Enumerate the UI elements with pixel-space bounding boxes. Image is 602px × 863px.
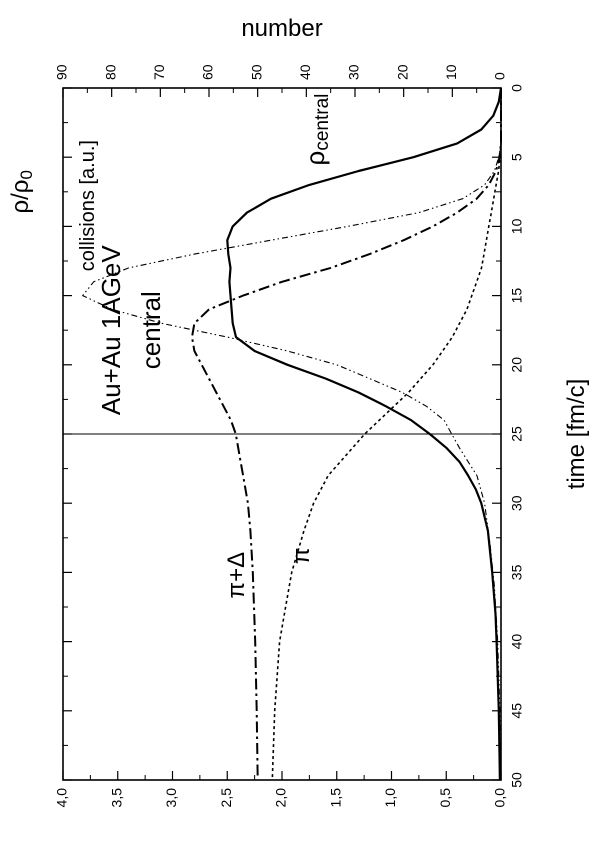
left-y-tick-label: 4,0 [54, 788, 70, 808]
annotation-pi-part: π [288, 548, 315, 565]
left-y-tick-label: 3,0 [163, 788, 179, 808]
x-tick-label: 40 [508, 634, 524, 650]
series-line-solid [226, 87, 503, 781]
right-y-tick-label: 50 [248, 64, 264, 80]
x-tick-label: 50 [508, 772, 524, 788]
annotation-collisions: collisions [a.u.] [77, 140, 99, 271]
right-y-tick-label: 10 [443, 64, 459, 80]
left-y-tick-label: 2,5 [218, 788, 234, 808]
left-y-tick-label: 1,5 [327, 788, 343, 808]
x-tick-label: 35 [508, 564, 524, 580]
right-y-tick-label: 30 [346, 64, 362, 80]
tick-layer [62, 87, 502, 781]
x-tick-label: 30 [508, 495, 524, 511]
annotation-title-line1-part: Au+Au 1AGeV [96, 245, 126, 415]
annotation-rho-central-part: central [312, 94, 333, 151]
annotation-rho-central-part: ρ [300, 151, 330, 166]
left-y-axis-title: ρ/ρ0 [7, 170, 36, 213]
series-layer [82, 87, 503, 781]
x-tick-label: 15 [508, 288, 524, 304]
annotation-title-line2: central [136, 291, 166, 369]
left-y-tick-label: 0,0 [492, 788, 508, 808]
frame-layer [62, 87, 502, 781]
label-layer: 051015202530354045500,00,51,01,52,02,53,… [7, 15, 590, 807]
left-y-tick-label: 1,0 [382, 788, 398, 808]
left-y-tick-label: 0,5 [437, 788, 453, 808]
annotation-pi: π [288, 548, 315, 565]
x-axis-title: time [fm/c] [563, 379, 590, 490]
right-y-tick-label: 60 [200, 64, 216, 80]
left-y-tick-label: 2,0 [273, 788, 289, 808]
left-y-axis-title-part: 0 [17, 170, 36, 179]
series-line-dotted [271, 88, 502, 781]
right-y-tick-label: 40 [297, 64, 313, 80]
right-y-tick-label: 70 [151, 64, 167, 80]
series-line-dash-dot-dot [82, 88, 502, 781]
annotation-pi-delta-part: π+Δ [223, 552, 250, 599]
right-y-tick-label: 90 [54, 64, 70, 80]
right-y-tick-label: 20 [394, 64, 410, 80]
left-y-tick-label: 3,5 [108, 788, 124, 808]
left-y-axis-title-part: ρ/ρ [7, 180, 34, 214]
x-tick-label: 20 [508, 357, 524, 373]
right-y-tick-label: 0 [492, 72, 508, 80]
annotation-rho-central: ρcentral [300, 94, 333, 166]
annotation-title-line2-part: central [136, 291, 166, 369]
x-axis-title-part: time [fm/c] [563, 379, 590, 490]
annotation-title-line1: Au+Au 1AGeV [96, 245, 126, 415]
x-tick-label: 25 [508, 426, 524, 442]
x-tick-label: 10 [508, 218, 524, 234]
right-y-axis-title: number [241, 15, 322, 42]
x-tick-label: 0 [508, 84, 524, 92]
x-tick-label: 45 [508, 703, 524, 719]
right-y-tick-label: 80 [102, 64, 118, 80]
annotation-collisions-part: collisions [a.u.] [77, 140, 99, 271]
x-tick-label: 5 [508, 153, 524, 161]
annotation-pi-delta: π+Δ [223, 552, 250, 599]
